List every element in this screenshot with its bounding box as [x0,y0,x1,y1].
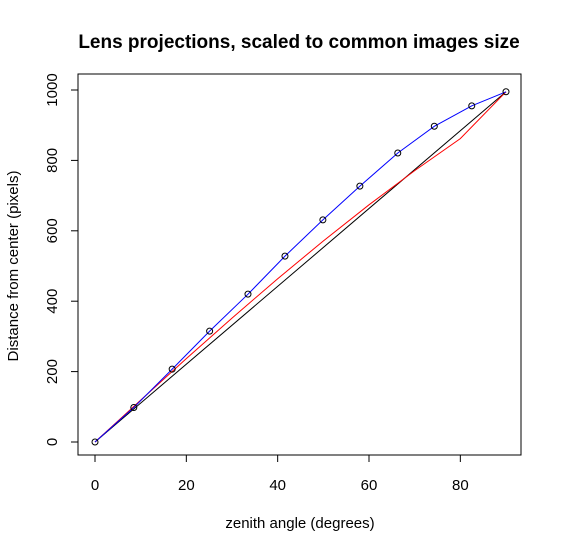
chart-title: Lens projections, scaled to common image… [78,32,519,53]
data-point-marker [468,102,476,110]
data-point-marker [356,182,364,190]
y-tick-label: 1000 [44,73,61,106]
data-point-marker [394,149,402,157]
data-point-marker [168,365,176,373]
series-line-red [94,91,507,443]
series-layer [91,88,510,446]
data-point-marker [130,404,138,412]
data-point-marker [430,122,438,130]
data-point-marker [502,88,510,96]
x-axis: 0 20 40 60 80 [91,454,469,494]
y-tick-label: 200 [44,359,61,384]
y-tick-label: 400 [44,289,61,314]
series-line-black [94,91,507,443]
y-axis: 0 200 400 600 800 1000 [44,73,79,446]
data-point-marker [91,438,99,446]
data-point-marker [244,290,252,298]
y-axis-label: Distance from center (pixels) [5,171,22,362]
data-point-marker [319,216,327,224]
series-line-blue [94,91,507,443]
x-axis-label: zenith angle (degrees) [225,515,374,532]
y-tick-label: 600 [44,218,61,243]
y-tick-label: 0 [44,438,61,446]
x-tick-label: 60 [361,477,378,494]
data-point-marker [206,327,214,335]
x-tick-label: 40 [269,477,286,494]
x-tick-label: 0 [91,477,99,494]
x-tick-label: 80 [452,477,469,494]
data-point-marker [281,252,289,260]
y-tick-label: 800 [44,148,61,173]
x-tick-label: 20 [178,477,195,494]
